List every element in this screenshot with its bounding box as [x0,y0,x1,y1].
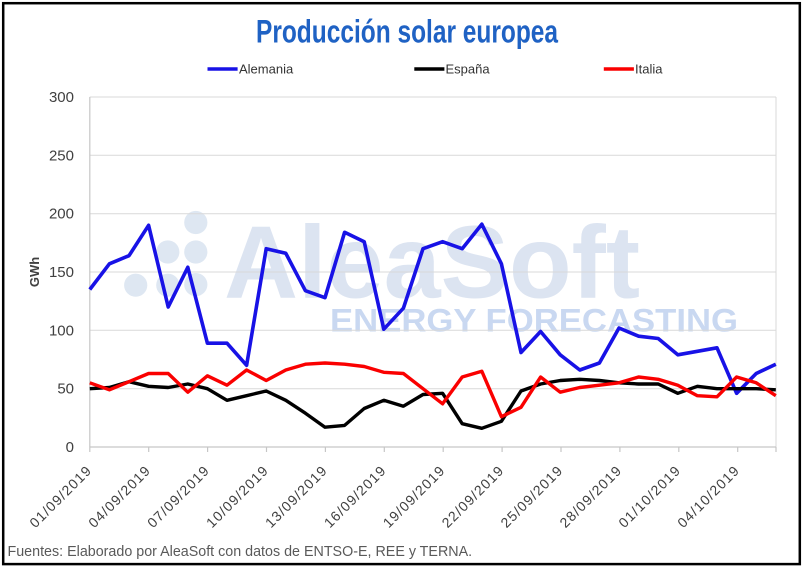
svg-text:Producción solar europea: Producción solar europea [256,14,559,50]
svg-text:Alemania: Alemania [239,62,294,77]
svg-text:ENERGY FORECASTING: ENERGY FORECASTING [330,302,738,338]
svg-text:200: 200 [49,206,74,223]
svg-text:GWh: GWh [27,257,42,287]
svg-text:España: España [446,62,491,77]
svg-text:50: 50 [57,381,74,398]
svg-text:AleaSoft: AleaSoft [224,204,640,319]
svg-text:0: 0 [66,439,74,456]
svg-text:100: 100 [49,322,74,339]
svg-text:300: 300 [49,89,74,106]
svg-text:150: 150 [49,264,74,281]
svg-text:Italia: Italia [635,62,663,77]
svg-text:Fuentes: Elaborado por AleaSof: Fuentes: Elaborado por AleaSoft con dato… [8,544,473,560]
svg-text:250: 250 [49,147,74,164]
